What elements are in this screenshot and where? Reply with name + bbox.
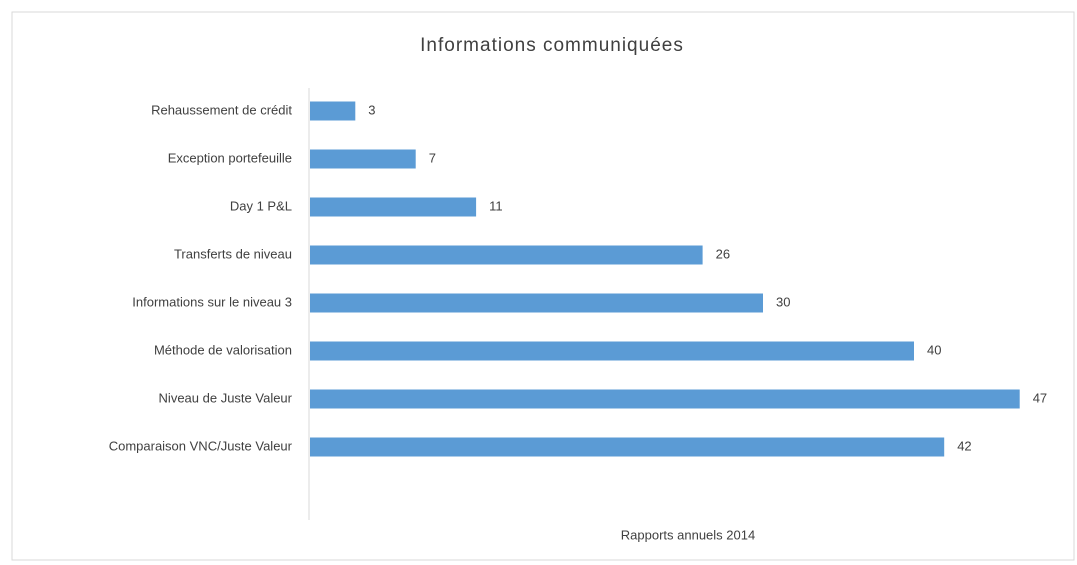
- y-tick-label: Transferts de niveau: [174, 246, 292, 261]
- y-tick-label: Rehaussement de crédit: [151, 102, 292, 117]
- data-label: 42: [957, 438, 971, 453]
- data-label: 47: [1033, 390, 1047, 405]
- data-label: 7: [429, 150, 436, 165]
- x-axis-label: Rapports annuels 2014: [621, 527, 755, 542]
- data-label: 40: [927, 342, 941, 357]
- chart-title: Informations communiquées: [420, 35, 684, 56]
- y-tick-label: Informations sur le niveau 3: [132, 294, 292, 309]
- bar: [310, 245, 703, 265]
- bar: [310, 197, 477, 217]
- y-tick-label: Exception portefeuille: [168, 150, 292, 165]
- bar: [310, 341, 914, 361]
- bar: [310, 389, 1020, 409]
- y-tick-label: Comparaison VNC/Juste Valeur: [109, 438, 293, 453]
- bar: [310, 437, 945, 457]
- bar: [310, 149, 416, 169]
- data-label: 30: [776, 294, 790, 309]
- y-tick-label: Day 1 P&L: [230, 198, 292, 213]
- data-label: 26: [716, 246, 730, 261]
- data-label: 11: [489, 198, 503, 213]
- y-tick-label: Méthode de valorisation: [154, 342, 292, 357]
- bar: [310, 101, 356, 121]
- y-tick-label: Niveau de Juste Valeur: [159, 390, 293, 405]
- data-label: 3: [368, 102, 375, 117]
- bar: [310, 293, 763, 313]
- chart-border: [11, 11, 1075, 561]
